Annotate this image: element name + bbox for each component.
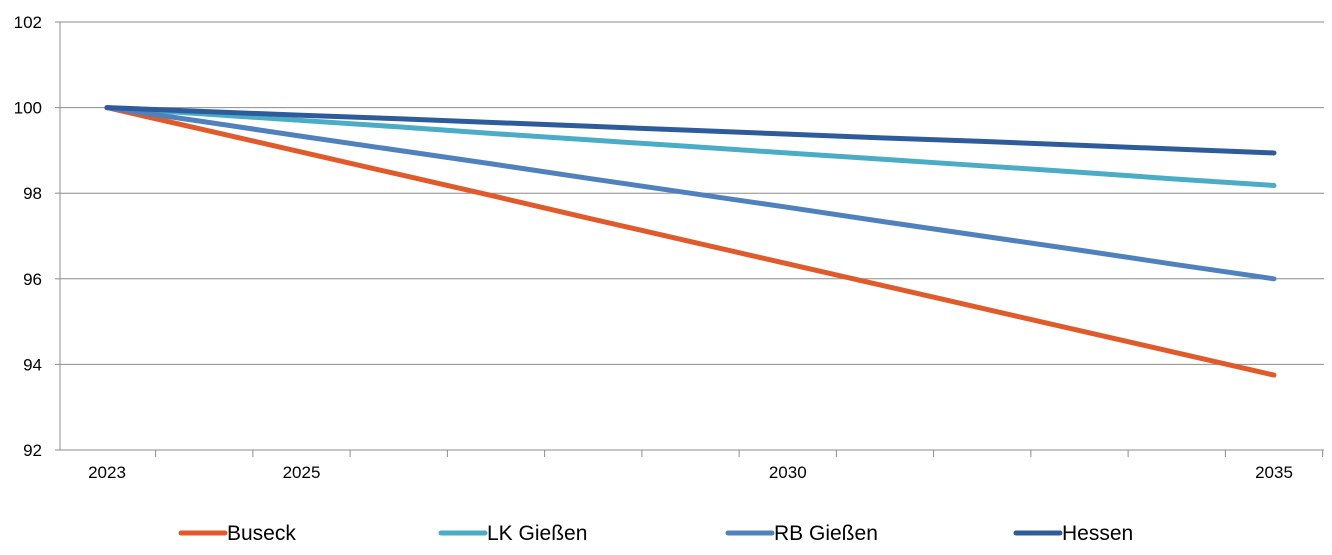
x-tick-label: 2023 bbox=[88, 463, 126, 482]
legend-label: Buseck bbox=[227, 522, 296, 545]
series-line-3 bbox=[104, 105, 1277, 282]
series-lines bbox=[104, 105, 1277, 378]
y-tick-label: 92 bbox=[23, 441, 42, 460]
series-line-2 bbox=[104, 105, 1277, 188]
legend-label: RB Gießen bbox=[774, 522, 878, 545]
x-tick-label: 2030 bbox=[769, 463, 807, 482]
y-tick-label: 100 bbox=[14, 99, 42, 118]
legend: Buseck LK Gießen RB Gießen Hessen bbox=[178, 522, 1133, 545]
y-tick-label: 102 bbox=[14, 13, 42, 32]
series-line-1 bbox=[104, 105, 1277, 378]
series-line-4 bbox=[104, 105, 1277, 156]
y-tick-label: 94 bbox=[23, 355, 42, 374]
x-tick-label: 2025 bbox=[283, 463, 321, 482]
legend-label: LK Gießen bbox=[487, 522, 587, 545]
x-tick-label: 2035 bbox=[1255, 463, 1293, 482]
legend-label: Hessen bbox=[1062, 522, 1133, 545]
axes: 92 94 96 98 100 102 2023 2025 2030 2035 bbox=[14, 13, 1324, 482]
y-tick-label: 98 bbox=[23, 184, 42, 203]
y-tick-label: 96 bbox=[23, 270, 42, 289]
